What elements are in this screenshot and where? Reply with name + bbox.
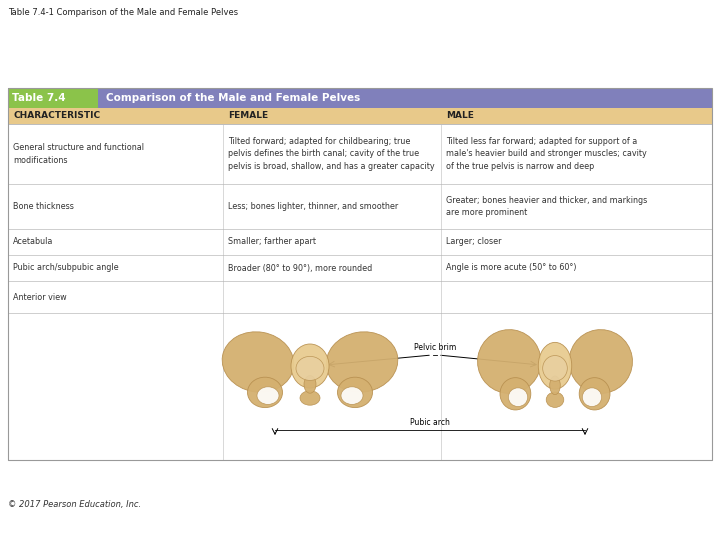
Bar [98,88,712,108]
Ellipse shape [291,344,329,388]
Bar [8,108,712,124]
Ellipse shape [326,332,398,392]
Bar [8,88,98,108]
Text: Pubic arch: Pubic arch [410,418,450,427]
Ellipse shape [579,377,610,410]
Text: Comparison of the Male and Female Pelves: Comparison of the Male and Female Pelves [106,93,360,103]
Ellipse shape [300,391,320,405]
Text: Table 7.4: Table 7.4 [12,93,66,103]
Ellipse shape [550,376,560,395]
Text: Acetabula: Acetabula [13,238,53,246]
Text: Tilted less far forward; adapted for support of a
male's heavier build and stron: Tilted less far forward; adapted for sup… [446,137,647,171]
Text: General structure and functional
modifications: General structure and functional modific… [13,143,144,165]
Text: Anterior view: Anterior view [13,293,67,301]
Ellipse shape [500,377,531,410]
Ellipse shape [477,329,541,393]
Bar [8,313,712,460]
Text: FEMALE: FEMALE [228,111,268,120]
Text: Less; bones lighter, thinner, and smoother: Less; bones lighter, thinner, and smooth… [228,202,398,211]
Bar [8,229,712,255]
Ellipse shape [304,376,316,393]
Text: Greater; bones heavier and thicker, and markings
are more prominent: Greater; bones heavier and thicker, and … [446,195,647,217]
Ellipse shape [248,377,282,408]
Ellipse shape [222,332,294,392]
Bar [8,255,712,281]
Text: Broader (80° to 90°), more rounded: Broader (80° to 90°), more rounded [228,264,372,273]
Ellipse shape [582,388,602,407]
Text: Pelvic brim: Pelvic brim [414,343,456,352]
Text: Smaller; farther apart: Smaller; farther apart [228,238,316,246]
Bar [8,184,712,229]
Ellipse shape [341,387,363,404]
Text: Tilted forward; adapted for childbearing; true
pelvis defines the birth canal; c: Tilted forward; adapted for childbearing… [228,137,434,171]
Text: Larger; closer: Larger; closer [446,238,501,246]
Ellipse shape [257,387,279,404]
Text: CHARACTERISTIC: CHARACTERISTIC [13,111,100,120]
Text: Angle is more acute (50° to 60°): Angle is more acute (50° to 60°) [446,264,577,273]
Text: Table 7.4-1 Comparison of the Male and Female Pelves: Table 7.4-1 Comparison of the Male and F… [8,8,238,17]
Text: Pubic arch/subpubic angle: Pubic arch/subpubic angle [13,264,119,273]
Text: Bone thickness: Bone thickness [13,202,74,211]
Bar [8,124,712,184]
Ellipse shape [296,356,324,380]
Text: MALE: MALE [446,111,474,120]
Ellipse shape [543,355,567,381]
Ellipse shape [546,392,564,407]
Ellipse shape [508,388,528,407]
Text: © 2017 Pearson Education, Inc.: © 2017 Pearson Education, Inc. [8,500,141,509]
Ellipse shape [338,377,372,408]
Ellipse shape [569,329,632,393]
Ellipse shape [539,342,572,389]
Bar [8,281,712,313]
Bar [8,88,712,460]
